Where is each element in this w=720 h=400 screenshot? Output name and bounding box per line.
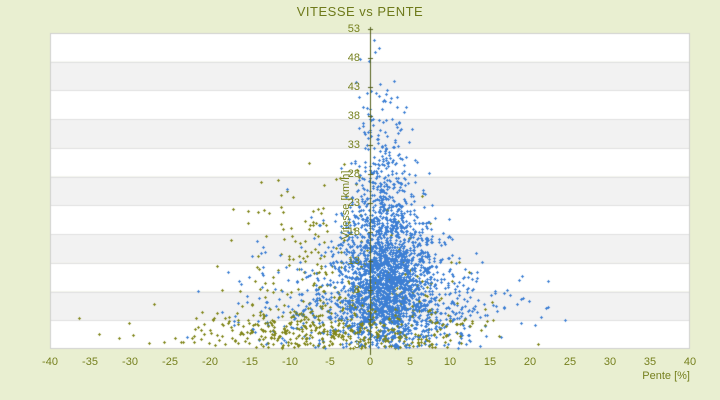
y-tick-label: 13 [347,255,360,267]
x-tick-label: -35 [82,356,98,368]
y-tick-label: 38 [347,110,360,122]
x-tick-label: 40 [683,356,697,368]
y-tick-label: 8 [353,284,360,296]
x-tick-label: 5 [406,356,414,368]
y-tick-label: 18 [347,226,360,238]
x-tick-label: 15 [483,356,497,368]
x-tick-label: -30 [122,356,138,368]
x-tick-label: 35 [643,356,657,368]
y-tick-label: 28 [347,168,360,180]
x-tick-label: -25 [162,356,178,368]
y-tick-label: 3 [353,339,360,351]
x-tick-label: 20 [523,356,537,368]
x-tick-label: -10 [282,356,298,368]
x-tick-label: 30 [603,356,617,368]
y-tick-label: 33 [347,139,360,151]
x-tick-label: 10 [443,356,457,368]
x-tick-label: -5 [325,356,335,368]
chart-title: VITESSE vs PENTE [296,4,424,19]
y-tick-label: 23 [347,197,360,209]
x-tick-label: -40 [42,356,58,368]
x-tick-label: -15 [242,356,258,368]
x-tick-label: -20 [202,356,218,368]
x-axis-title: Pente [%] [642,370,690,382]
x-tick-label: 25 [563,356,577,368]
x-tick-label: 0 [366,356,374,368]
y-tick-label: 53 [347,23,360,35]
y-axis-title: Vitesse [km/h] [340,170,352,240]
y-tick-label: 43 [347,81,360,93]
y-tick-label: 48 [347,52,360,64]
